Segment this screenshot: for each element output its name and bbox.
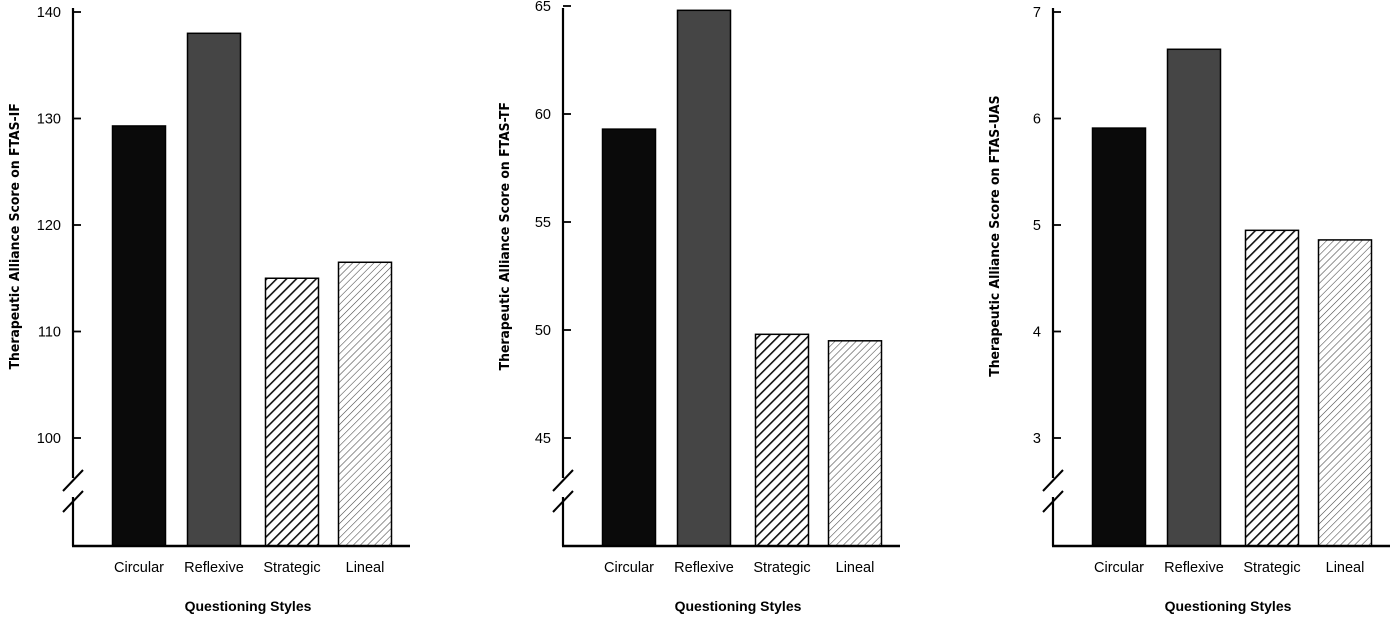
y-tick-label: 100: [37, 431, 61, 447]
axis-break-mark: [552, 490, 574, 513]
bar-reflexive: [676, 9, 732, 547]
axis-break-mark: [1042, 490, 1064, 513]
axis-break-mark: [62, 490, 84, 513]
y-tick-label: 130: [37, 112, 61, 128]
category-label: Lineal: [1326, 560, 1365, 576]
y-tick-label: 7: [1033, 5, 1041, 21]
bar-circular: [1091, 127, 1147, 547]
y-tick-label: 45: [535, 431, 551, 447]
bar-strategic: [1244, 229, 1300, 547]
y-tick-label: 6: [1033, 112, 1041, 128]
x-axis-label: Questioning Styles: [1164, 598, 1292, 614]
y-tick-label: 5: [1033, 218, 1041, 234]
chart-panel-2: Therapeutic Alliance Score on FTAS-TF Que…: [490, 0, 910, 621]
bar-lineal: [827, 340, 883, 547]
category-label: Lineal: [346, 560, 385, 576]
y-tick-label: 4: [1033, 325, 1041, 341]
y-tick-label: 140: [37, 5, 61, 21]
category-label: Circular: [1094, 560, 1144, 576]
x-axis-label: Questioning Styles: [674, 598, 802, 614]
y-tick-label: 50: [535, 323, 551, 339]
bar-chart-svg: Circular Reflexive Strategic Lineal 45 50 55 60…: [535, 0, 900, 576]
category-label: Lineal: [836, 560, 875, 576]
chart-panel-1: Therapeutic Alliance Score on FTAS-IF Que…: [0, 0, 420, 621]
y-tick-label: 65: [535, 0, 551, 15]
y-tick-label: 120: [37, 218, 61, 234]
bar-lineal: [337, 261, 393, 547]
category-label: Circular: [604, 560, 654, 576]
bar-reflexive: [1166, 48, 1222, 547]
category-label: Strategic: [1243, 560, 1300, 576]
y-tick-label: 110: [38, 325, 61, 341]
y-tick-label: 55: [535, 215, 551, 231]
bar-circular: [111, 125, 167, 547]
x-axis-label: Questioning Styles: [184, 598, 312, 614]
bar-chart-svg: Circular Reflexive Strategic Lineal 3 4 5 6 7: [1033, 5, 1390, 576]
axis-break-mark: [552, 469, 574, 492]
category-label: Strategic: [263, 560, 320, 576]
bar-lineal: [1317, 239, 1373, 547]
category-label: Reflexive: [674, 560, 734, 576]
y-tick-label: 60: [535, 107, 551, 123]
chart-panel-3: Therapeutic Alliance Score on FTAS-UAS Qu…: [980, 0, 1391, 621]
category-label: Strategic: [753, 560, 810, 576]
axis-break-mark: [62, 469, 84, 492]
bar-strategic: [754, 333, 810, 547]
bar-reflexive: [186, 32, 242, 547]
category-label: Circular: [114, 560, 164, 576]
y-tick-label: 3: [1033, 431, 1041, 447]
bar-strategic: [264, 277, 320, 547]
axis-break-mark: [1042, 469, 1064, 492]
category-label: Reflexive: [184, 560, 244, 576]
category-label: Reflexive: [1164, 560, 1224, 576]
bar-circular: [601, 128, 657, 547]
bar-chart-svg: Circular Reflexive Strategic Lineal 100 110 12…: [37, 5, 410, 576]
